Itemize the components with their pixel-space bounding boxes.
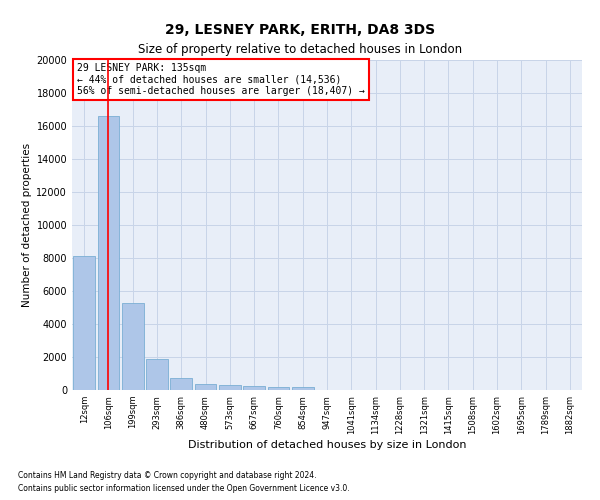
Bar [219, 386, 241, 390]
Bar [146, 360, 168, 390]
Bar [170, 378, 192, 390]
Bar [73, 256, 95, 390]
Text: 29 LESNEY PARK: 135sqm
← 44% of detached houses are smaller (14,536)
56% of semi: 29 LESNEY PARK: 135sqm ← 44% of detached… [77, 64, 365, 96]
Text: 29, LESNEY PARK, ERITH, DA8 3DS: 29, LESNEY PARK, ERITH, DA8 3DS [165, 22, 435, 36]
Bar [268, 387, 289, 390]
Text: Size of property relative to detached houses in London: Size of property relative to detached ho… [138, 42, 462, 56]
Bar [97, 116, 119, 390]
X-axis label: Distribution of detached houses by size in London: Distribution of detached houses by size … [188, 440, 466, 450]
Y-axis label: Number of detached properties: Number of detached properties [22, 143, 32, 307]
Bar [292, 386, 314, 390]
Bar [243, 386, 265, 390]
Text: Contains public sector information licensed under the Open Government Licence v3: Contains public sector information licen… [18, 484, 350, 493]
Text: Contains HM Land Registry data © Crown copyright and database right 2024.: Contains HM Land Registry data © Crown c… [18, 470, 317, 480]
Bar [122, 302, 143, 390]
Bar [194, 384, 217, 390]
